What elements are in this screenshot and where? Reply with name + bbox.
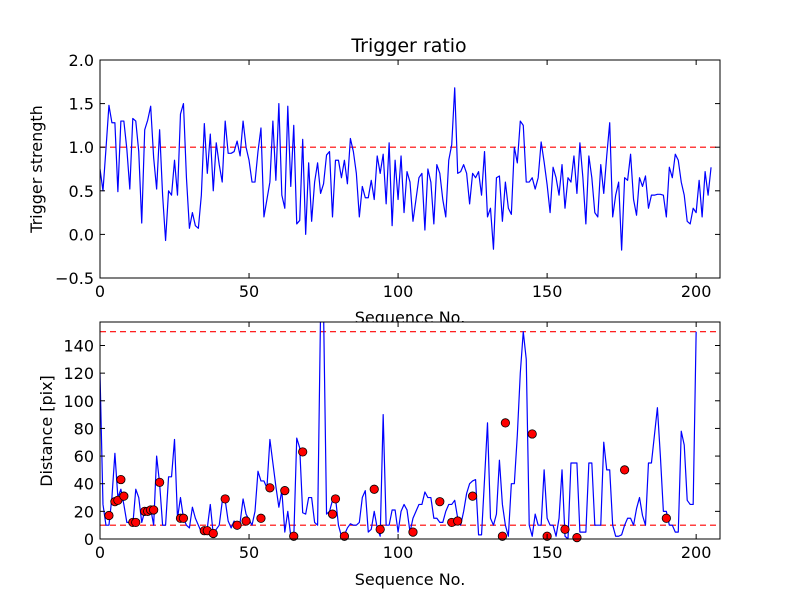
series xyxy=(100,87,712,251)
plot-area xyxy=(100,322,720,539)
plot-area xyxy=(100,60,720,278)
x-tick-label: 50 xyxy=(239,282,259,301)
y-tick-label: 140 xyxy=(63,336,94,355)
x-tick-label: 0 xyxy=(95,543,105,562)
data-point-marker xyxy=(241,516,251,526)
data-point-marker xyxy=(408,527,418,537)
x-axis-label: Sequence No. xyxy=(355,570,466,589)
data-point-marker xyxy=(497,531,508,541)
y-axis-label: Trigger strength xyxy=(27,105,46,234)
data-point-marker xyxy=(119,491,129,501)
x-tick-label: 200 xyxy=(681,543,712,562)
data-point-marker xyxy=(453,516,463,526)
y-tick-label: 120 xyxy=(63,364,94,383)
x-tick-label: 0 xyxy=(95,282,105,301)
data-point-marker xyxy=(256,513,266,523)
threshold-lines xyxy=(100,331,720,526)
data-point-marker xyxy=(232,520,242,530)
x-tick-label: 50 xyxy=(239,543,259,562)
data-point-marker xyxy=(435,497,445,507)
data-point-marker xyxy=(178,513,189,523)
data-point-marker xyxy=(339,531,350,541)
data-point-marker xyxy=(298,447,308,457)
data-point-marker xyxy=(289,531,299,541)
series-line xyxy=(100,87,712,251)
data-point-marker xyxy=(280,486,290,496)
data-point-marker xyxy=(220,494,230,504)
data-point-marker xyxy=(527,429,537,439)
data-point-marker xyxy=(131,517,141,528)
trigger-ratio-chart: Trigger ratio 0 50 100 150 200 −0.5 0.0 0.5 1.0… xyxy=(27,35,721,327)
x-tick-label: 100 xyxy=(383,543,414,562)
data-point-marker xyxy=(149,505,159,515)
data-point-marker xyxy=(572,533,582,543)
x-tick-label: 150 xyxy=(532,282,563,301)
y-tick-label: 80 xyxy=(74,419,94,438)
y-tick-label: 100 xyxy=(63,392,94,411)
series-line xyxy=(100,322,697,539)
y-tick-label: 0 xyxy=(84,530,94,549)
y-tick-label: 60 xyxy=(74,447,94,466)
data-point-marker xyxy=(104,510,114,521)
data-point-marker xyxy=(375,524,385,534)
y-tick-label: 0.0 xyxy=(69,225,94,244)
data-point-marker xyxy=(467,491,478,501)
chart-title: Trigger ratio xyxy=(350,35,466,57)
y-axis-ticks: −0.5 0.0 0.5 1.0 1.5 2.0 xyxy=(55,51,720,288)
data-point-marker xyxy=(500,418,510,428)
data-point-marker xyxy=(661,513,671,523)
y-tick-label: −0.5 xyxy=(55,269,94,288)
data-point-marker xyxy=(369,484,379,494)
plot-frame xyxy=(99,59,721,279)
x-axis-ticks: 0 50 100 150 200 xyxy=(95,60,712,301)
data-point-marker xyxy=(155,477,165,487)
data-point-marker xyxy=(265,483,275,493)
data-point-marker xyxy=(620,465,630,475)
distance-chart: 0 50 100 150 200 0 20 40 60 80 100 120 140 Sequence… xyxy=(37,321,721,589)
data-point-marker xyxy=(327,509,338,519)
x-tick-label: 200 xyxy=(681,282,712,301)
y-tick-label: 2.0 xyxy=(69,51,94,70)
series xyxy=(100,322,697,539)
plot-frame xyxy=(99,321,721,540)
data-point-marker xyxy=(560,524,570,534)
markers xyxy=(104,418,671,543)
y-axis-ticks: 0 20 40 60 80 100 120 140 xyxy=(63,336,720,549)
x-tick-label: 100 xyxy=(383,282,414,301)
x-tick-label: 150 xyxy=(532,543,563,562)
y-axis-label: Distance [pix] xyxy=(37,375,56,487)
data-point-marker xyxy=(116,474,126,485)
x-axis-ticks: 0 50 100 150 200 xyxy=(95,322,712,562)
y-tick-label: 1.0 xyxy=(69,138,94,157)
y-tick-label: 0.5 xyxy=(69,182,94,201)
y-tick-label: 40 xyxy=(74,475,94,494)
data-point-marker xyxy=(330,494,341,504)
y-tick-label: 1.5 xyxy=(69,95,94,114)
y-tick-label: 20 xyxy=(74,502,94,521)
data-point-marker xyxy=(208,528,218,539)
